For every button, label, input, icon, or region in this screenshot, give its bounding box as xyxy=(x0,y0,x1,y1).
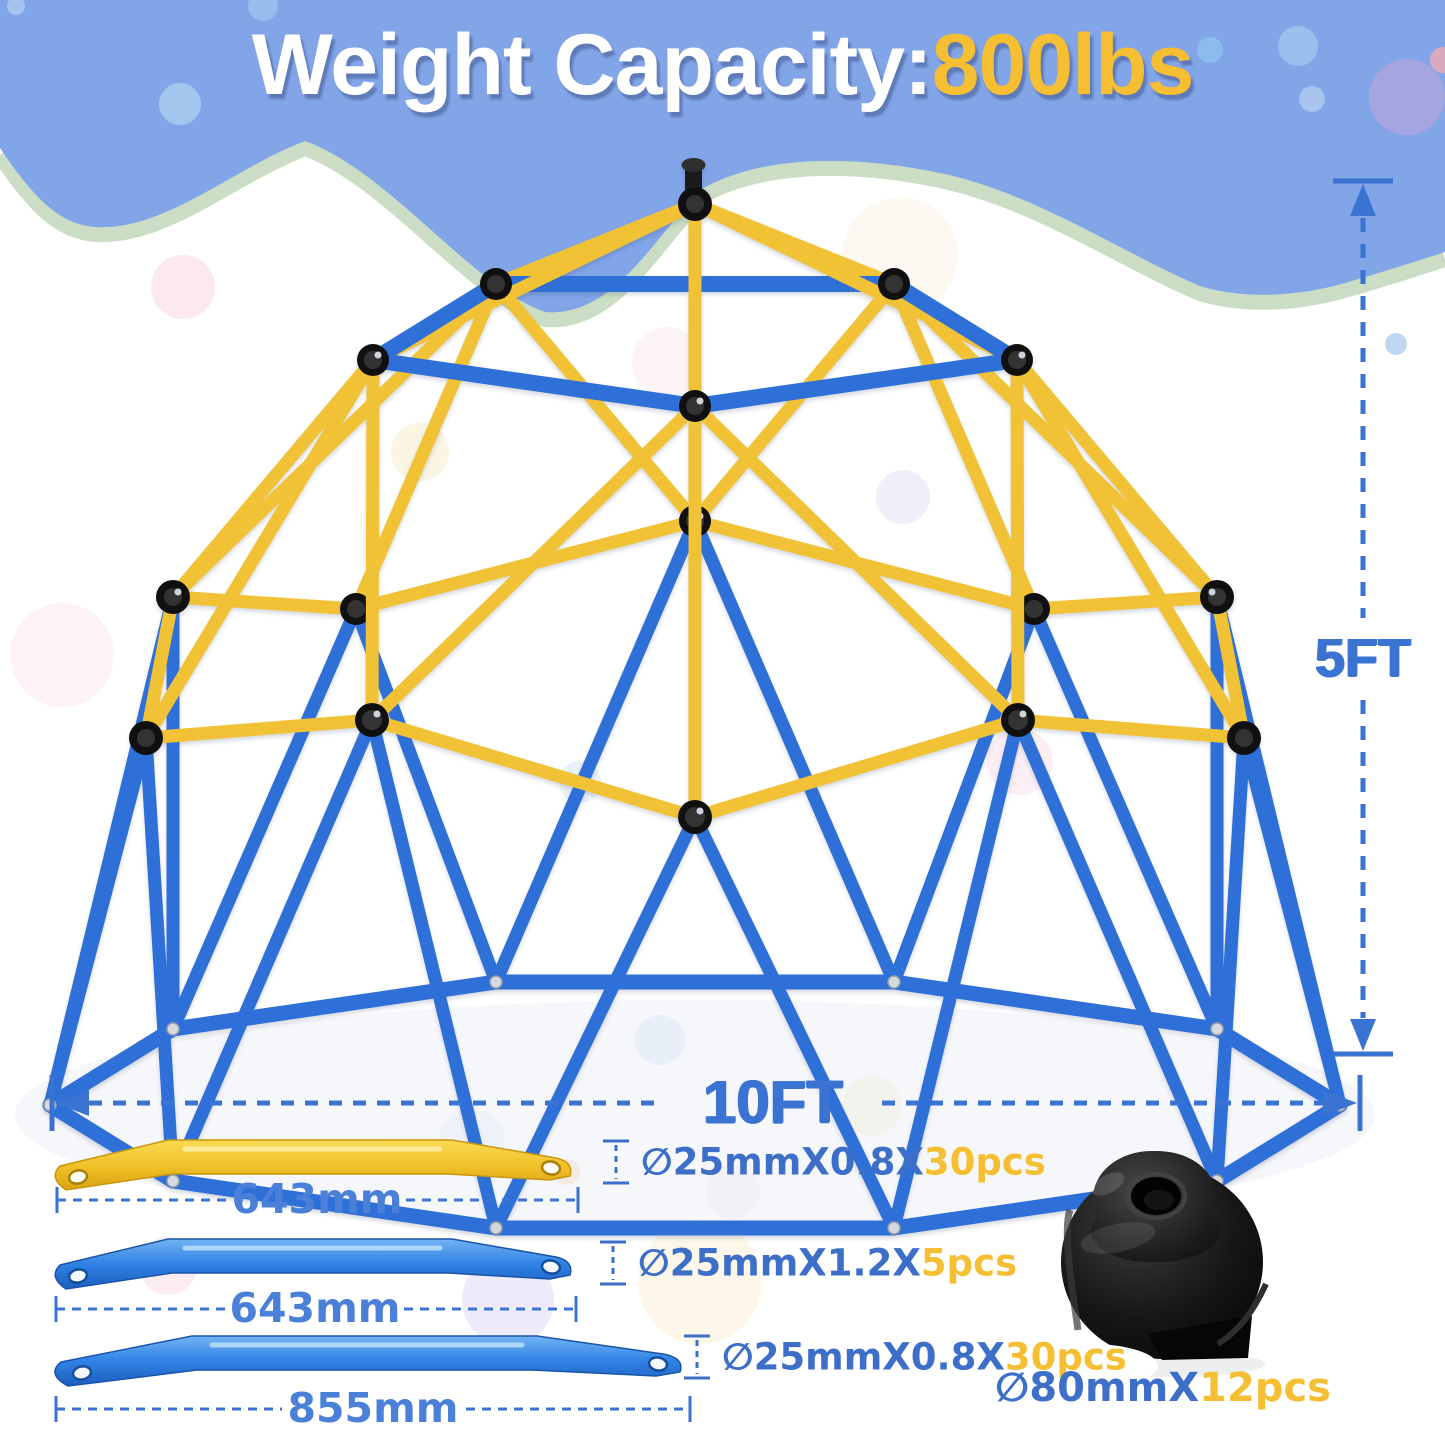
banner-capacity-value: 800lbs xyxy=(931,17,1195,113)
dome-front-upper-struts xyxy=(139,197,1251,824)
part-tube-2-length-line xyxy=(54,1296,578,1322)
dome-back-diagonal-struts xyxy=(166,514,1224,1036)
banner-title: Weight Capacity:800lbs xyxy=(251,16,1195,115)
height-dimension-label: 5FT xyxy=(1314,628,1412,688)
tube-3-diameter: ∅25mmX0.8X xyxy=(722,1335,1005,1379)
tube-1-qty: 30pcs xyxy=(923,1140,1046,1184)
tube-1-spec-label: ∅25mmX0.8X30pcs xyxy=(641,1141,1046,1184)
height-dimension-line xyxy=(1333,178,1393,1057)
tube-3-length-label: 855mm xyxy=(287,1384,459,1432)
banner-wave-fill xyxy=(0,0,1445,313)
part-tube-2-diameter-indicator xyxy=(600,1240,626,1286)
connector-spec-label: ∅80mmX12pcs xyxy=(995,1365,1331,1411)
part-connector-black xyxy=(1022,1150,1270,1388)
part-tube-blue-855 xyxy=(54,1335,682,1387)
connector-qty: 12pcs xyxy=(1199,1365,1331,1411)
tube-1-diameter: ∅25mmX0.8X xyxy=(641,1140,924,1184)
tube-3-qty: 30pcs xyxy=(1004,1335,1127,1379)
dome-pentagon-front-struts xyxy=(365,352,1025,414)
banner-title-text: Weight Capacity: xyxy=(251,17,933,113)
part-tube-1-length-line xyxy=(55,1187,580,1213)
tube-2-spec-label: ∅25mmX1.2X5pcs xyxy=(638,1242,1017,1285)
dome-connectors-back xyxy=(156,268,1234,625)
dome-mid-upper-struts xyxy=(139,197,1251,745)
part-tube-yellow-643 xyxy=(54,1139,572,1191)
tube-1-length-label: 643mm xyxy=(231,1175,403,1223)
part-tube-3-diameter-indicator xyxy=(684,1334,710,1380)
dome-connectors-front xyxy=(129,158,1261,834)
tube-2-length-label: 643mm xyxy=(229,1284,401,1332)
tube-2-diameter: ∅25mmX1.2X xyxy=(638,1241,921,1285)
part-tube-1-diameter-indicator xyxy=(603,1139,629,1185)
tube-3-spec-label: ∅25mmX0.8X30pcs xyxy=(722,1336,1127,1379)
width-dimension-line xyxy=(49,1075,1363,1131)
tube-2-qty: 5pcs xyxy=(920,1241,1018,1285)
width-dimension-label: 10FT xyxy=(702,1068,844,1136)
connector-diameter: ∅80mmX xyxy=(995,1365,1200,1411)
part-tube-blue-643 xyxy=(54,1238,572,1290)
part-tube-3-length-line xyxy=(54,1396,692,1422)
dome-pentagon-side-struts xyxy=(365,276,1025,368)
